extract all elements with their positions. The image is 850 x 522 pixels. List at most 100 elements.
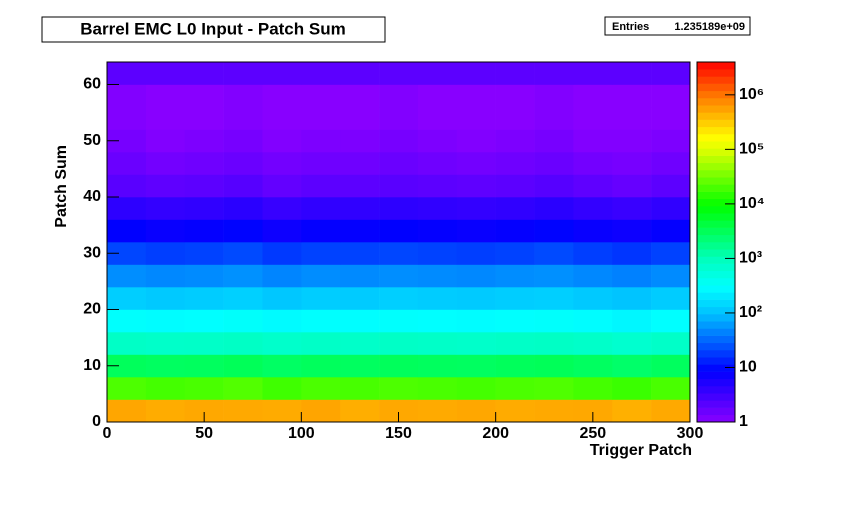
heatmap-cell [495,62,535,85]
heatmap-cell [456,242,496,265]
colorbar-step [697,364,735,372]
heatmap-cell [145,62,186,85]
colorbar-step [697,350,735,358]
colorbar-step [697,134,735,142]
x-tick-label: 300 [677,425,704,442]
heatmap-cell [223,264,263,288]
heatmap-cell [495,354,535,378]
heatmap-cell [340,62,380,85]
heatmap-cell [573,107,613,130]
y-tick-label: 0 [92,413,101,430]
colorbar-step [697,119,735,128]
heatmap-cell [495,377,535,400]
heatmap-cell [573,197,613,220]
heatmap-cell [573,332,613,355]
colorbar-frame [696,61,736,423]
x-tick-label: 50 [195,425,213,442]
heatmap-cell [573,219,613,243]
x-tick-label: 0 [103,425,112,442]
y-tick-label: 20 [83,301,101,318]
colorbar-step [697,234,735,243]
heatmap-cell [340,84,380,108]
heatmap-cell [184,152,224,175]
heatmap-cell [223,62,263,85]
heatmap-cell [456,264,496,288]
heatmap-cell [417,399,458,423]
heatmap-cell [573,309,613,333]
heatmap-cell [612,84,652,108]
heatmap-cell [495,309,535,333]
heatmap-cell [262,377,302,400]
heatmap-cell [223,107,263,130]
heatmap-cell [417,309,458,333]
heatmap-cell [107,219,147,243]
colorbar-step [697,328,735,336]
heatmap-cell [223,174,263,198]
heatmap-cell [651,174,691,198]
heatmap-cell [456,219,496,243]
colorbar-step [697,285,735,293]
heatmap-cell [456,174,496,198]
stats-box [604,16,751,36]
heatmap-cell [612,309,652,333]
heatmap-cell [107,309,147,333]
colorbar-step [697,263,735,272]
heatmap-cell [534,219,574,243]
heatmap-cell [495,174,535,198]
heatmap-cell [301,62,341,85]
colorbar-step [697,407,735,416]
y-tick-label: 50 [83,132,101,149]
heatmap-cell [573,287,613,310]
heatmap-cell [262,264,302,288]
title-box [41,16,386,43]
heatmap-cell [417,242,458,265]
heatmap-cell [223,377,263,400]
heatmap-cell [301,309,341,333]
heatmap-cell [651,354,691,378]
heatmap-cell [573,399,613,423]
heatmap-cell [612,399,652,423]
heatmap-cell [495,264,535,288]
heatmap-cell [651,242,691,265]
colorbar-step [697,335,735,344]
heatmap-cell [379,197,419,220]
heatmap-cell [651,287,691,310]
heatmap-cell [262,242,302,265]
heatmap-cell [184,264,224,288]
heatmap-cell [145,152,186,175]
heatmap-cell [651,84,691,108]
heatmap-cell [223,332,263,355]
heatmap-cell [417,62,458,85]
heatmap-cell [651,264,691,288]
heatmap-cell [262,332,302,355]
heatmap-cell [340,399,380,423]
heatmap-cell [107,129,147,153]
heatmap-cell [262,219,302,243]
heatmap-cell [612,354,652,378]
heatmap-cell [107,399,147,423]
heatmap-cell [573,152,613,175]
heatmap-cell [340,287,380,310]
heatmap-cell [145,107,186,130]
heatmap-cell [223,197,263,220]
heatmap-cell [573,264,613,288]
colorbar-step [697,220,735,228]
heatmap-cell [107,377,147,400]
heatmap-cell [340,242,380,265]
heatmap-cell [379,84,419,108]
colorbar-step [697,76,735,84]
heatmap-cell [612,377,652,400]
heatmap-cell [184,197,224,220]
heatmap-cell [223,354,263,378]
heatmap-cell [456,399,496,423]
heatmap-cell [379,264,419,288]
heatmap-cell [417,107,458,130]
heatmap-cell [340,107,380,130]
heatmap-cell [534,62,574,85]
heatmap-cell [612,129,652,153]
heatmap-cell [107,332,147,355]
heatmap-cell [301,219,341,243]
heatmap-cell [340,197,380,220]
stats-value: 1.235189e+09 [674,21,745,33]
colorbar-step [697,378,735,387]
